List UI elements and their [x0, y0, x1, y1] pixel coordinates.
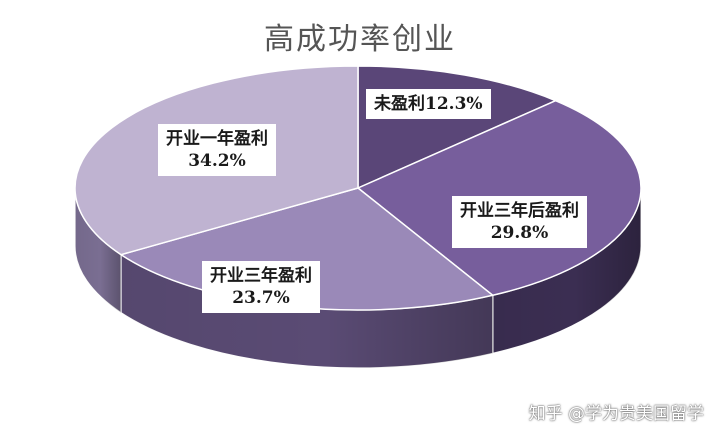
chart-title: 高成功率创业 — [264, 22, 456, 57]
slice-value-text: 34.2% — [188, 151, 246, 171]
slice-label-text: 未盈利 — [374, 94, 425, 114]
data-label-未盈利: 未盈利12.3% — [366, 89, 491, 119]
pie-side-shade — [75, 188, 121, 313]
slice-label-text: 开业三年盈利 — [210, 266, 312, 286]
pie-top-layer — [74, 65, 642, 311]
watermark: 知乎 @学为贵美国留学 — [528, 404, 704, 424]
slice-value-text: 23.7% — [232, 288, 290, 308]
data-label-开业三年盈利: 开业三年盈利 23.7% — [202, 261, 320, 313]
slice-label-text: 开业一年盈利 — [166, 129, 268, 149]
data-label-开业一年盈利: 开业一年盈利 34.2% — [158, 124, 276, 176]
slice-value-text: 12.3% — [425, 94, 483, 114]
slice-label-text: 开业三年后盈利 — [460, 201, 579, 221]
data-label-开业三年后盈利: 开业三年后盈利 29.8% — [452, 196, 587, 248]
slice-value-text: 29.8% — [490, 223, 549, 243]
